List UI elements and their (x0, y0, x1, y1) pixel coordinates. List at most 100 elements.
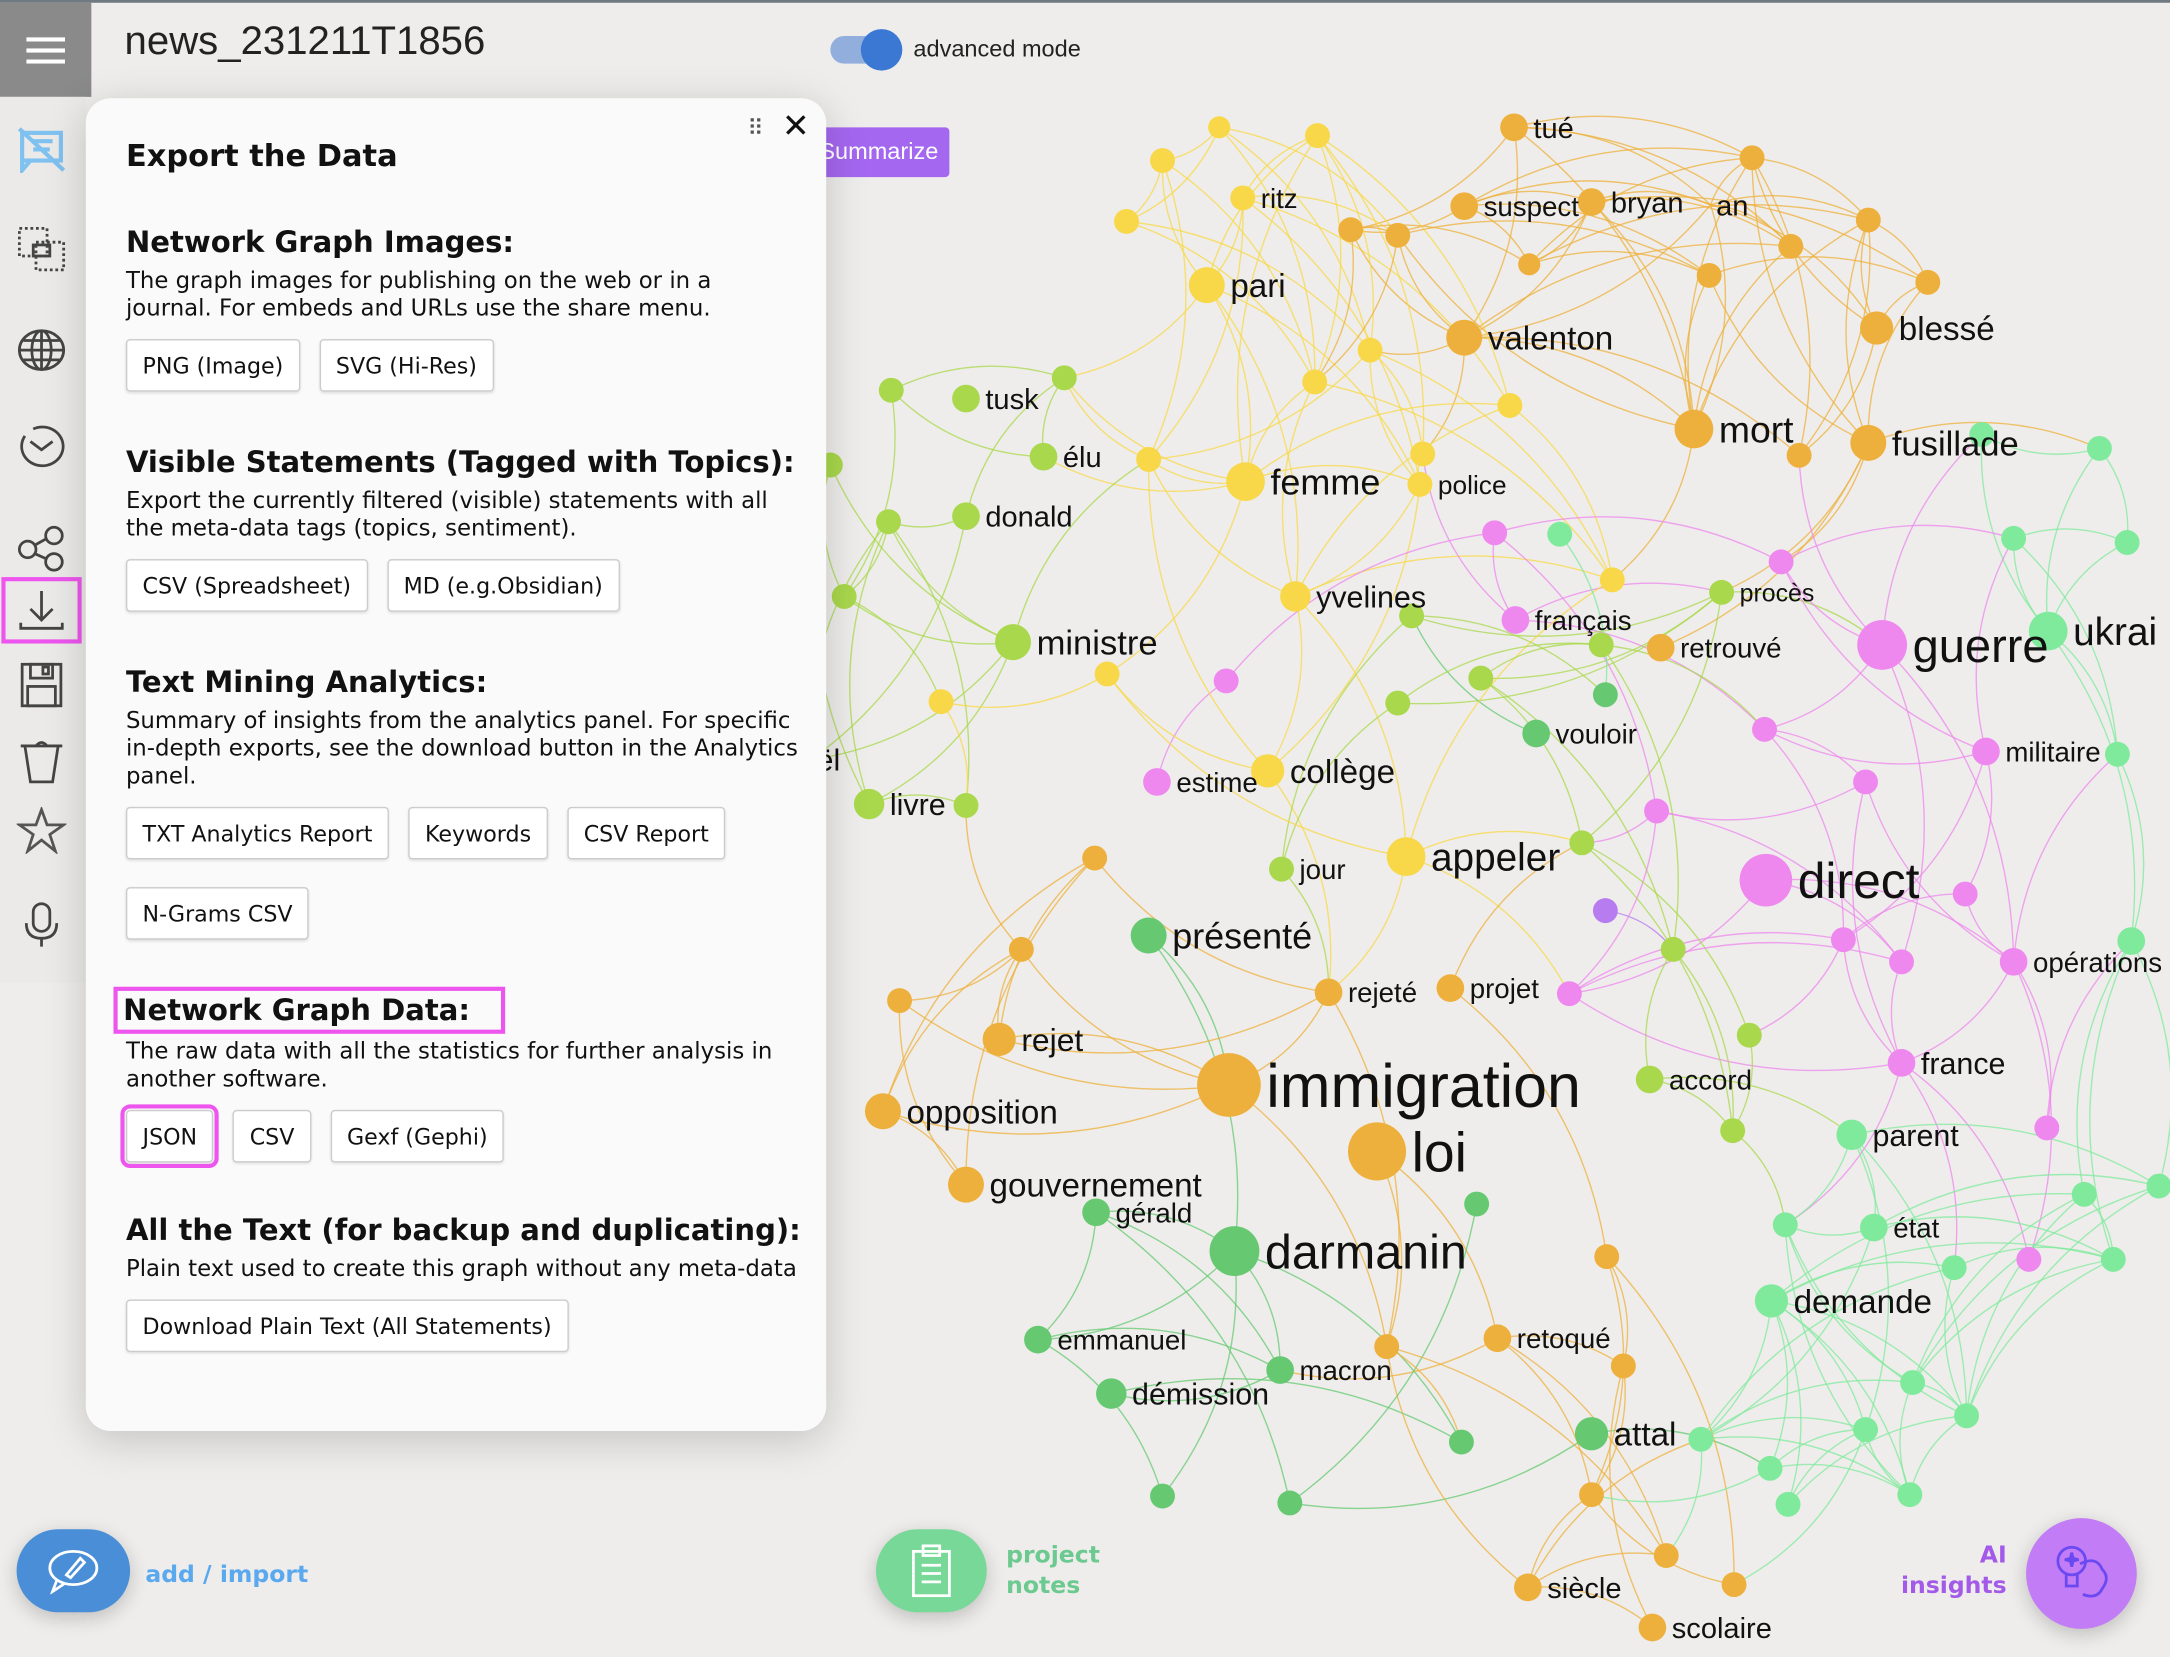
graph-node[interactable] (1302, 369, 1328, 395)
graph-node[interactable] (2001, 525, 2027, 551)
advanced-mode-toggle[interactable] (830, 29, 903, 71)
node-label[interactable]: police (1438, 470, 1507, 500)
node-label[interactable]: pari (1230, 268, 1285, 305)
graph-node[interactable] (1569, 830, 1595, 856)
node-label[interactable]: français (1535, 605, 1632, 636)
graph-node[interactable] (1757, 1455, 1783, 1481)
menu-button[interactable] (0, 2, 92, 97)
graph-node[interactable] (1941, 1255, 1967, 1281)
gexf-gephi-button[interactable]: Gexf (Gephi) (330, 1109, 505, 1163)
sidebar-microphone[interactable] (11, 897, 72, 952)
node-label[interactable]: direct (1798, 853, 1920, 909)
node-label[interactable]: démission (1132, 1378, 1269, 1412)
sidebar-trash[interactable] (11, 733, 72, 788)
graph-node[interactable] (1752, 716, 1777, 742)
node-label[interactable]: demande (1794, 1284, 1932, 1321)
graph-node[interactable] (1514, 1573, 1542, 1602)
graph-node[interactable] (1778, 233, 1804, 259)
graph-node[interactable] (1610, 1353, 1636, 1379)
sidebar-share[interactable] (11, 520, 72, 575)
node-label[interactable]: état (1893, 1213, 1939, 1244)
node-label[interactable]: projet (1470, 973, 1539, 1004)
graph-node[interactable] (1500, 113, 1528, 142)
node-label[interactable]: vouloir (1556, 718, 1637, 749)
add-import-button[interactable] (16, 1529, 131, 1613)
node-label[interactable]: rejeté (1348, 977, 1417, 1008)
graph-node[interactable] (1464, 1191, 1490, 1217)
graph-node[interactable] (1577, 188, 1606, 216)
graph-node[interactable] (1277, 1490, 1303, 1516)
node-label[interactable]: accord (1669, 1064, 1752, 1095)
graph-node[interactable] (1136, 447, 1162, 472)
graph-node[interactable] (1150, 1483, 1175, 1509)
graph-node[interactable] (1188, 267, 1225, 304)
graph-node[interactable] (1579, 1482, 1604, 1508)
graph-node[interactable] (1853, 769, 1878, 795)
node-label[interactable]: donald (985, 502, 1072, 534)
graph-node[interactable] (2071, 1181, 2097, 1207)
graph-node[interactable] (1446, 319, 1483, 356)
node-label[interactable]: collège (1290, 754, 1395, 791)
graph-node[interactable] (1775, 1491, 1801, 1517)
graph-node[interactable] (1305, 123, 1330, 149)
node-label[interactable]: france (1921, 1047, 2006, 1081)
graph-node[interactable] (1082, 1198, 1110, 1227)
graph-node[interactable] (947, 1166, 984, 1203)
graph-node[interactable] (2028, 611, 2068, 651)
graph-node[interactable] (1410, 441, 1436, 467)
node-label[interactable]: militaire (2005, 736, 2100, 767)
graph-node[interactable] (1653, 1543, 1679, 1568)
node-label[interactable]: suspect (1484, 191, 1580, 222)
graph-node[interactable] (1501, 606, 1530, 634)
node-label[interactable]: valenton (1488, 321, 1614, 358)
graph-node[interactable] (1150, 148, 1175, 173)
node-label[interactable]: attal (1614, 1417, 1677, 1454)
graph-node[interactable] (2104, 741, 2130, 767)
graph-node[interactable] (1436, 974, 1465, 1002)
graph-node[interactable] (887, 988, 913, 1014)
sidebar-history[interactable] (11, 418, 72, 473)
graph-node[interactable] (1230, 185, 1256, 211)
graph-node[interactable] (1209, 1226, 1260, 1276)
graph-node[interactable] (1226, 462, 1265, 501)
node-label[interactable]: fusillade (1892, 425, 2019, 463)
graph-node[interactable] (1374, 1334, 1400, 1360)
graph-node[interactable] (853, 788, 885, 820)
node-label[interactable]: femme (1270, 462, 1380, 503)
graph-node[interactable] (1739, 853, 1793, 907)
sidebar-hide-statements[interactable] (11, 122, 72, 177)
graph-node[interactable] (952, 502, 980, 531)
graph-node[interactable] (953, 792, 979, 818)
graph-node[interactable] (1574, 1417, 1609, 1451)
graph-node[interactable] (1830, 927, 1856, 953)
graph-node[interactable] (1768, 549, 1794, 575)
node-label[interactable]: parent (1872, 1119, 1959, 1153)
graph-node[interactable] (1786, 442, 1812, 468)
graph-node[interactable] (1338, 217, 1364, 243)
graph-node[interactable] (1674, 409, 1714, 449)
graph-node[interactable] (2117, 927, 2146, 955)
node-label[interactable]: estime (1176, 767, 1257, 798)
graph-node[interactable] (1709, 579, 1735, 605)
node-label[interactable]: élu (1063, 442, 1102, 474)
graph-node[interactable] (1857, 620, 1908, 670)
drag-handle-icon[interactable]: ⠿ (747, 114, 764, 142)
sidebar-star[interactable] (11, 803, 72, 858)
node-label[interactable]: livre (890, 788, 946, 822)
node-label[interactable]: loi (1412, 1121, 1467, 1183)
graph-node[interactable] (1736, 1022, 1762, 1048)
ai-insights-label[interactable]: AI insights (1900, 1541, 2007, 1600)
project-notes-button[interactable] (876, 1529, 987, 1613)
graph-node[interactable] (1399, 603, 1425, 629)
graph-node[interactable] (1386, 837, 1426, 877)
graph-node[interactable] (1853, 1417, 1878, 1443)
graph-node[interactable] (1915, 269, 1941, 295)
ngrams-csv-button[interactable]: N-Grams CSV (125, 887, 310, 940)
graph-node[interactable] (1592, 682, 1618, 708)
graph-node[interactable] (1468, 665, 1494, 691)
sidebar-download[interactable] (1, 577, 82, 644)
graph-node[interactable] (2100, 1246, 2126, 1272)
sidebar-save[interactable] (11, 657, 72, 712)
graph-node[interactable] (1900, 1370, 1926, 1396)
